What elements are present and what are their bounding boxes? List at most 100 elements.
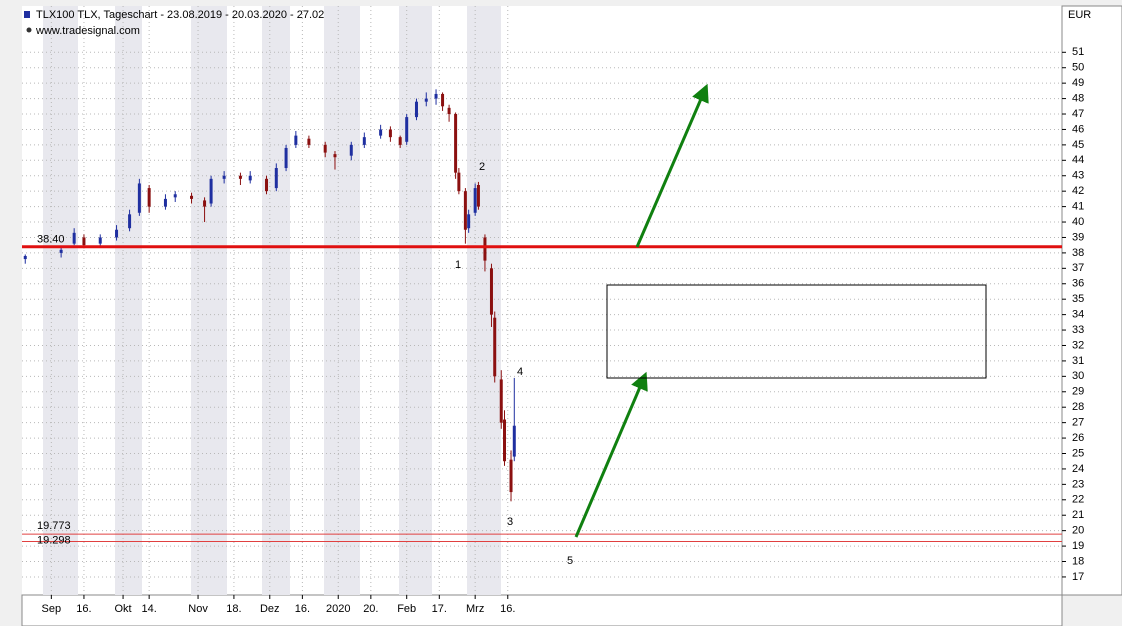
x-tick-label: 14. (141, 603, 156, 615)
y-tick-label: 42 (1072, 185, 1084, 197)
level-label: 19.773 (37, 520, 71, 532)
y-tick-label: 41 (1072, 201, 1084, 213)
x-tick-label: 17. (432, 603, 447, 615)
candle-body (72, 232, 76, 244)
candle-body (163, 198, 167, 207)
y-tick-label: 20 (1072, 525, 1084, 537)
y-tick-label: 36 (1072, 278, 1084, 290)
candle-body (362, 137, 366, 145)
y-tick-label: 40 (1072, 216, 1084, 228)
forecast-arrow (635, 83, 709, 248)
y-tick-label: 37 (1072, 262, 1084, 274)
y-tick-label: 21 (1072, 509, 1084, 521)
y-tick-label: 27 (1072, 417, 1084, 429)
y-tick-label: 38 (1072, 247, 1084, 259)
candle-body (323, 144, 327, 153)
level-label: 19.298 (37, 534, 71, 546)
x-tick-label: 16. (500, 603, 515, 615)
x-tick-label: Nov (188, 603, 208, 615)
y-tick-label: 49 (1072, 77, 1084, 89)
candle-body (473, 188, 477, 213)
y-tick-label: 25 (1072, 447, 1084, 459)
y-tick-label: 51 (1072, 46, 1084, 58)
wave-label: 4 (517, 366, 523, 378)
candle-body (284, 147, 288, 169)
y-tick-label: 34 (1072, 309, 1084, 321)
candle-body (333, 154, 337, 158)
candle-body (203, 200, 207, 207)
y-tick-label: 31 (1072, 355, 1084, 367)
candle-body (463, 191, 467, 230)
y-tick-label: 48 (1072, 92, 1084, 104)
y-tick-label: 23 (1072, 478, 1084, 490)
y-axis-panel (1061, 5, 1122, 596)
y-tick-label: 50 (1072, 62, 1084, 74)
chart-subtitle: www.tradesignal.com (35, 25, 140, 37)
candle-body (489, 268, 493, 315)
x-axis-panel (21, 594, 1063, 626)
x-tick-label: Sep (42, 603, 62, 615)
candle-body (476, 184, 480, 207)
candle-body (307, 138, 311, 145)
candle-body (493, 317, 497, 377)
candle-body (483, 237, 487, 261)
candle-body (503, 419, 507, 462)
x-tick-label: Mrz (466, 603, 484, 615)
candle-body (509, 459, 513, 493)
candle-body (190, 195, 194, 199)
candle-body (294, 135, 298, 145)
candle-body (23, 255, 27, 260)
candle-body (349, 144, 353, 156)
y-tick-label: 29 (1072, 386, 1084, 398)
candle-body (82, 237, 86, 246)
x-tick-label: Feb (397, 603, 416, 615)
y-tick-label: 32 (1072, 339, 1084, 351)
y-tick-label: 19 (1072, 540, 1084, 552)
y-tick-label: 33 (1072, 324, 1084, 336)
candle-body (414, 101, 418, 118)
y-tick-label: 46 (1072, 123, 1084, 135)
legend-icon (24, 11, 30, 18)
candle-body (274, 168, 278, 189)
y-tick-label: 47 (1072, 108, 1084, 120)
candle-body (447, 107, 451, 115)
y-tick-label: 43 (1072, 170, 1084, 182)
candle-body (173, 194, 177, 198)
candle-body (137, 183, 141, 213)
candle-body (388, 129, 392, 138)
wave-label: 2 (479, 161, 485, 173)
candle-body (238, 175, 242, 179)
candle-body (115, 229, 119, 238)
candle-body (405, 117, 409, 142)
candle-body (59, 249, 63, 253)
candle-body (424, 98, 428, 102)
y-axis-label: EUR (1068, 9, 1091, 21)
wave-label: 3 (507, 516, 513, 528)
level-label: 38.40 (37, 234, 65, 246)
candle-body (209, 178, 213, 204)
candle-body (265, 178, 269, 192)
x-tick-label: 20. (363, 603, 378, 615)
x-tick-label: 16. (76, 603, 91, 615)
candle-body (147, 188, 151, 207)
candle-body (434, 93, 438, 99)
y-tick-label: 39 (1072, 231, 1084, 243)
y-tick-label: 18 (1072, 555, 1084, 567)
candle-body (457, 172, 461, 192)
x-tick-label: 2020 (326, 603, 350, 615)
candle-body (467, 214, 471, 229)
plot-area (22, 6, 1062, 595)
candle-body (499, 379, 503, 423)
x-tick-label: Okt (115, 603, 132, 615)
candle-body (222, 175, 226, 179)
x-tick-label: 16. (295, 603, 310, 615)
y-tick-label: 26 (1072, 432, 1084, 444)
y-tick-label: 17 (1072, 571, 1084, 583)
candle-body (441, 93, 445, 107)
y-tick-label: 22 (1072, 494, 1084, 506)
target-box (606, 284, 987, 379)
chart-title: TLX100 TLX, Tageschart - 23.08.2019 - 20… (36, 9, 324, 21)
link-icon (26, 27, 32, 33)
month-shading (43, 6, 501, 595)
